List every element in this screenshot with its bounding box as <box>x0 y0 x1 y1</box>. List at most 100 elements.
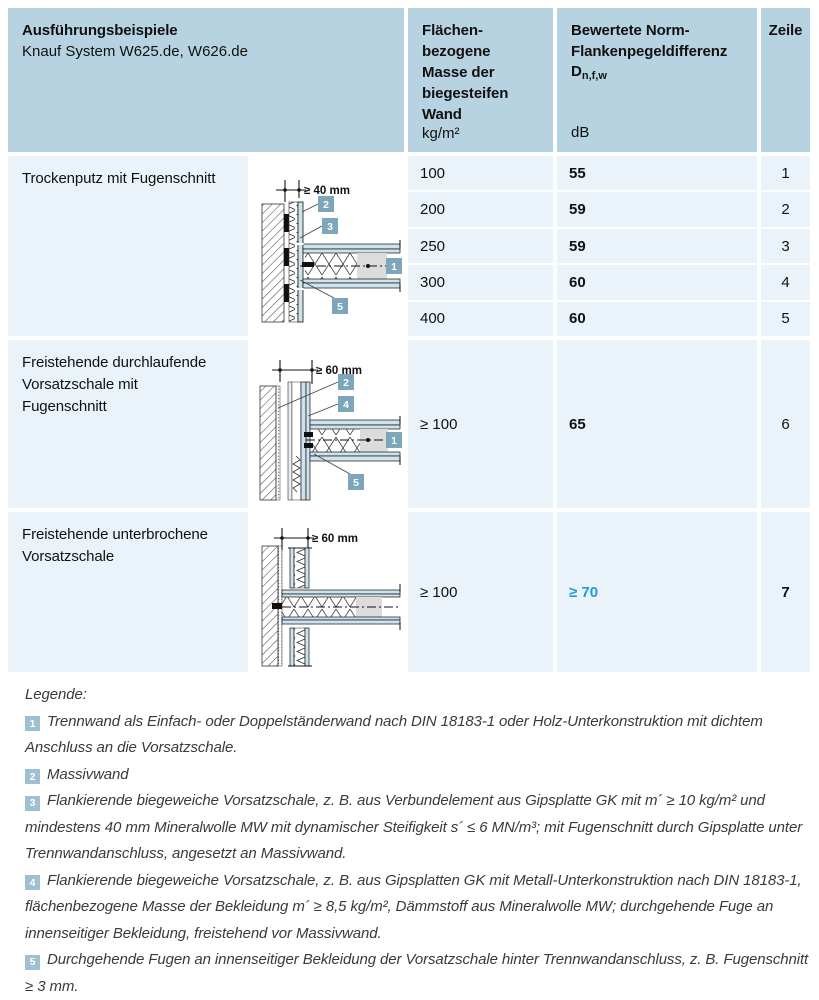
value-cell-db-highlight: ≥ 70 <box>557 512 757 672</box>
callout-badge-3: 3 <box>322 218 338 234</box>
section-label: Freistehende unterbrochene Vorsatzschale <box>8 512 248 672</box>
legend-text: Durchgehende Fugen an innenseitiger Bekl… <box>25 951 809 995</box>
partition-wall <box>297 240 401 292</box>
value-cell-zeile: 4 <box>761 265 810 300</box>
svg-text:5: 5 <box>337 301 343 313</box>
table-row: 250 59 3 <box>408 228 810 264</box>
header-zeile-title: Zeile <box>768 22 803 39</box>
value-cell-mass: 200 <box>408 192 553 227</box>
header-col-mass: Flächen-bezogene Masse der biegesteifen … <box>408 8 553 152</box>
legend-item: 4 Flankierende biegeweiche Vorsatzschale,… <box>25 868 809 948</box>
legend-item: 3 Flankierende biegeweiche Vorsatzschale,… <box>25 788 809 868</box>
section-values: ≥ 100 65 6 <box>408 340 810 508</box>
acoustic-performance-table: Ausführungsbeispiele Knauf System W625.d… <box>8 8 810 676</box>
section-label: Trockenputz mit Fugenschnitt <box>8 156 248 336</box>
table-row: 100 55 1 <box>408 156 810 191</box>
section-row-trockenputz: Trockenputz mit Fugenschnitt ≥ 40 mm <box>8 156 810 337</box>
legend-item: 5 Durchgehende Fugen an innenseitiger Bek… <box>25 947 809 1000</box>
massive-wall <box>259 385 281 501</box>
table-row: ≥ 100 ≥ 70 7 <box>408 512 810 672</box>
table-row: 400 60 5 <box>408 301 810 337</box>
technical-drawing-cell: ≥ 40 mm <box>252 156 404 336</box>
header-mass-unit: kg/m² <box>422 125 460 142</box>
value-cell-mass: 300 <box>408 265 553 300</box>
section-row-unterbrochen: Freistehende unterbrochene Vorsatzschale… <box>8 512 810 672</box>
legend-item: 1 Trennwand als Einfach- oder Doppelständ… <box>25 709 809 762</box>
dimension-marker: ≥ 60 mm <box>274 528 358 552</box>
svg-text:4: 4 <box>343 399 349 411</box>
svg-text:1: 1 <box>391 435 397 447</box>
header-dnfw-title: Bewertete Norm-Flankenpegeldifferenz <box>571 22 728 60</box>
value-cell-zeile: 3 <box>761 228 810 264</box>
value-cell-db: 59 <box>557 228 757 264</box>
header-dnfw-unit: dB <box>571 124 590 141</box>
dnfw-symbol: Dn,f,w <box>571 62 743 83</box>
value-cell-mass: ≥ 100 <box>408 512 553 672</box>
legend-title: Legende: <box>25 686 87 703</box>
table-row: 200 59 2 <box>408 192 810 227</box>
legend-text: Flankierende biegeweiche Vorsatzschale, … <box>25 792 803 862</box>
legend-badge-5: 5 <box>25 954 40 970</box>
legend: Legende: 1 Trennwand als Einfach- oder Do… <box>25 682 809 1000</box>
header-col-dnfw: Bewertete Norm-Flankenpegeldifferenz Dn,… <box>557 8 757 152</box>
legend-badge-1: 1 <box>25 716 40 732</box>
dnfw-symbol-main: D <box>571 63 582 80</box>
shell-upper-segment <box>288 547 312 589</box>
legend-text: Flankierende biegeweiche Vorsatzschale, … <box>25 871 802 942</box>
partition-wall <box>304 416 401 465</box>
technical-drawing-cell: ≥ 60 mm <box>252 512 404 672</box>
value-cell-zeile: 5 <box>761 301 810 337</box>
svg-text:3: 3 <box>327 221 333 233</box>
table-row: ≥ 100 65 6 <box>408 340 810 508</box>
value-cell-db: 60 <box>557 301 757 337</box>
value-cell-mass: 250 <box>408 228 553 264</box>
value-cell-db: 60 <box>557 265 757 300</box>
table-title: Ausführungsbeispiele <box>22 22 178 39</box>
dnfw-symbol-sub: n,f,w <box>581 70 607 82</box>
callout-leader-lines <box>299 203 335 299</box>
dimension-label: ≥ 60 mm <box>312 533 358 545</box>
callout-badge-2: 2 <box>338 374 354 390</box>
legend-text: Trennwand als Einfach- oder Doppelstände… <box>25 712 763 757</box>
callout-badge-5: 5 <box>348 474 364 490</box>
value-cell-db: 59 <box>557 192 757 227</box>
value-cell-mass: ≥ 100 <box>408 340 553 508</box>
value-cell-zeile: 7 <box>761 512 810 672</box>
header-mass-title: Flächen-bezogene Masse der biegesteifen … <box>422 22 509 123</box>
callout-badge-1: 1 <box>386 258 402 274</box>
section-label: Freistehende durchlaufende Vorsatzschale… <box>8 340 248 508</box>
value-cell-db: 65 <box>557 340 757 508</box>
table-row: 300 60 4 <box>408 265 810 300</box>
header-row: Ausführungsbeispiele Knauf System W625.d… <box>8 8 810 152</box>
callout-badge-1: 1 <box>386 432 402 448</box>
technical-drawing-trockenputz: ≥ 40 mm <box>261 180 402 323</box>
section-values: ≥ 100 ≥ 70 7 <box>408 512 810 672</box>
section-values: 100 55 1 200 59 2 250 59 3 300 60 4 400 <box>408 156 810 337</box>
svg-text:5: 5 <box>353 477 359 489</box>
dimension-label: ≥ 40 mm <box>304 185 350 197</box>
partition-wall <box>272 584 401 630</box>
svg-text:1: 1 <box>391 261 397 273</box>
technical-drawing-unterbrochen: ≥ 60 mm <box>261 528 401 667</box>
callout-badge-5: 5 <box>332 298 348 314</box>
value-cell-zeile: 6 <box>761 340 810 508</box>
svg-text:2: 2 <box>343 377 349 389</box>
value-cell-zeile: 1 <box>761 156 810 191</box>
callout-badge-4: 4 <box>338 396 354 412</box>
page-root: { "header": { "col1_title": "Ausführungs… <box>8 8 810 995</box>
value-cell-mass: 400 <box>408 301 553 337</box>
technical-drawing-cell: ≥ 60 mm <box>252 340 404 508</box>
legend-badge-4: 4 <box>25 875 40 891</box>
dimension-marker: ≥ 40 mm <box>276 180 350 202</box>
value-cell-mass: 100 <box>408 156 553 191</box>
header-col-zeile: Zeile <box>761 8 810 152</box>
value-cell-db: 55 <box>557 156 757 191</box>
header-col-examples: Ausführungsbeispiele Knauf System W625.d… <box>8 8 404 152</box>
legend-text: Massivwand <box>47 765 129 783</box>
svg-text:2: 2 <box>323 199 329 211</box>
legend-badge-3: 3 <box>25 795 40 811</box>
table-subtitle: Knauf System W625.de, W626.de <box>22 43 248 60</box>
shell-lower-segment <box>288 627 312 667</box>
legend-badge-2: 2 <box>25 769 40 785</box>
massive-wall <box>261 203 289 323</box>
